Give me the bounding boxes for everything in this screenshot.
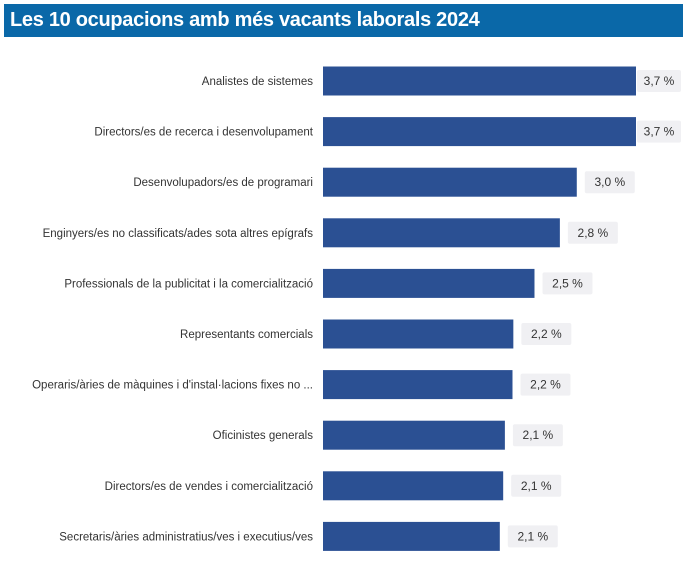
data-label-background (637, 70, 681, 92)
bar (323, 521, 500, 551)
bar (323, 167, 577, 197)
category-label: Representants comercials (180, 329, 313, 341)
data-label: 2,1 % (517, 529, 548, 543)
data-label-background (521, 323, 572, 345)
data-label: 2,8 % (578, 226, 609, 240)
bar (323, 66, 636, 96)
data-label: 2,2 % (530, 378, 561, 392)
category-label: Directors/es de vendes i comercialitzaci… (105, 481, 313, 493)
category-label: Professionals de la publicitat i la come… (64, 278, 313, 290)
data-label-background (637, 120, 681, 143)
category-label: Operaris/àries de màquines i d'instal·la… (32, 380, 313, 392)
data-label-background (567, 221, 618, 244)
category-label: Secretaris/àries administratius/ves i ex… (59, 531, 313, 543)
data-label-background (507, 525, 558, 548)
data-label: 3,0 % (594, 175, 625, 189)
bar (323, 319, 514, 349)
category-label: Enginyers/es no classificats/ades sota a… (43, 228, 314, 240)
category-label: Desenvolupadors/es de programari (133, 177, 313, 189)
bar (323, 218, 560, 248)
data-label: 2,1 % (521, 479, 552, 493)
bar (323, 471, 504, 501)
chart-title: Les 10 ocupacions amb més vacants labora… (4, 4, 683, 37)
category-label: Analistes de sistemes (202, 76, 313, 88)
data-label-background (542, 272, 593, 295)
data-label: 2,2 % (531, 327, 562, 341)
bar (323, 268, 535, 298)
category-label: Directors/es de recerca i desenvolupamen… (94, 127, 313, 139)
data-label-background (584, 171, 635, 194)
data-label: 2,5 % (552, 276, 583, 290)
data-label: 3,7 % (644, 74, 675, 88)
data-label: 2,1 % (523, 428, 554, 442)
bar (323, 420, 505, 450)
bar (323, 117, 636, 147)
data-label-background (520, 373, 571, 396)
data-label: 3,7 % (644, 125, 675, 139)
category-label: Oficinistes generals (213, 430, 314, 442)
data-label-background (511, 474, 562, 497)
data-label-background (512, 424, 563, 447)
bar (323, 370, 513, 400)
